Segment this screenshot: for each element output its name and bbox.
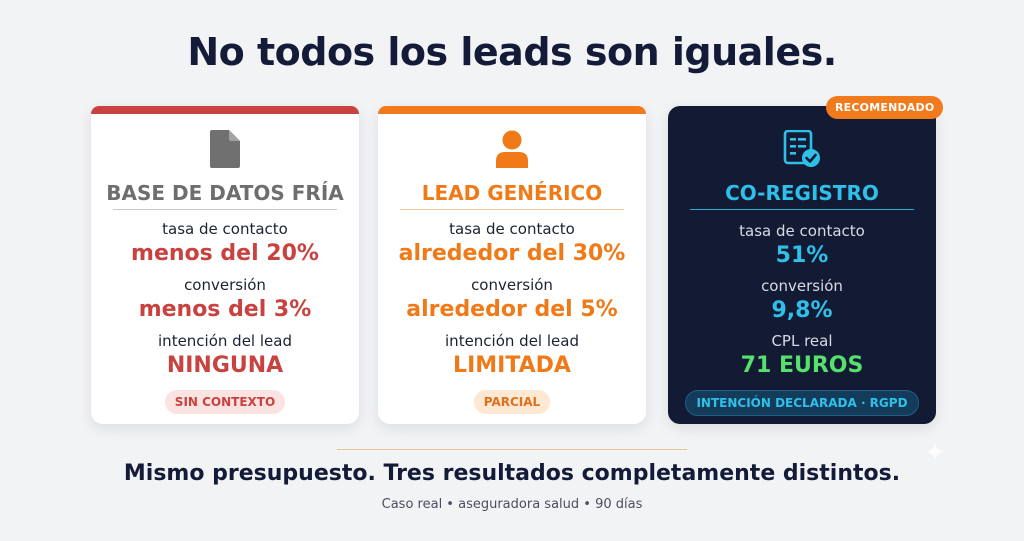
metric-label-conversion: conversión (184, 276, 266, 294)
divider (400, 209, 624, 210)
metric-value-contact-rate: 51% (775, 243, 829, 268)
metric-label-conversion: conversión (761, 277, 843, 295)
card-title: CO-REGISTRO (725, 181, 879, 205)
recommended-badge: RECOMENDADO (826, 96, 944, 119)
divider (113, 209, 337, 210)
person-icon (378, 130, 646, 170)
form-check-icon (668, 130, 936, 170)
metric-value-conversion: alrededor del 5% (406, 297, 618, 322)
card-generic-lead: LEAD GENÉRICO tasa de contacto alrededor… (378, 106, 646, 424)
metric-value-conversion: menos del 3% (138, 297, 312, 322)
metric-value-cpl: 71 EUROS (740, 353, 864, 378)
metric-value-contact-rate: menos del 20% (131, 241, 319, 266)
metric-label-contact-rate: tasa de contacto (739, 222, 865, 240)
status-badge: SIN CONTEXTO (164, 390, 286, 414)
document-icon (91, 130, 359, 170)
divider (690, 209, 914, 210)
divider (337, 449, 687, 450)
metric-value-conversion: 9,8% (771, 298, 833, 323)
sparkle-icon: ✦ (924, 438, 946, 468)
footer-headline: Mismo presupuesto. Tres resultados compl… (123, 461, 901, 486)
metric-value-intent: NINGUNA (166, 353, 284, 378)
card-accent-bar (378, 106, 646, 114)
card-co-registration: CO-REGISTRO tasa de contacto 51% convers… (668, 106, 936, 424)
footer-caption: Caso real • aseguradora salud • 90 días (381, 497, 643, 512)
metric-value-contact-rate: alrededor del 30% (398, 241, 626, 266)
metric-label-contact-rate: tasa de contacto (449, 220, 575, 238)
card-title: BASE DE DATOS FRÍA (106, 181, 344, 205)
metric-value-intent: LIMITADA (453, 353, 571, 378)
metric-label-conversion: conversión (471, 276, 553, 294)
status-badge: INTENCIÓN DECLARADA · RGPD (685, 390, 919, 416)
metric-label-intent: intención del lead (445, 332, 579, 350)
card-cold-database: BASE DE DATOS FRÍA tasa de contacto meno… (91, 106, 359, 424)
status-badge: PARCIAL (473, 390, 551, 414)
metric-label-intent: intención del lead (158, 332, 292, 350)
card-title: LEAD GENÉRICO (421, 181, 603, 205)
card-accent-bar (91, 106, 359, 114)
page-title: No todos los leads son iguales. (187, 30, 837, 74)
metric-label-contact-rate: tasa de contacto (162, 220, 288, 238)
metric-label-cpl: CPL real (771, 332, 833, 350)
